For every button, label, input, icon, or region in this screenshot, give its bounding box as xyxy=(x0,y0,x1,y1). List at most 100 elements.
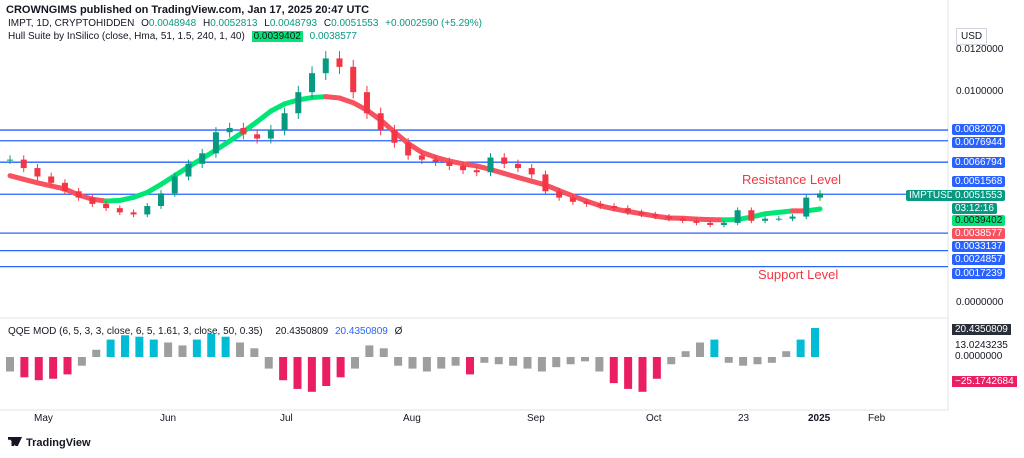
low-label: L xyxy=(264,18,270,29)
symbol-name[interactable]: IMPT, 1D, CRYPTOHIDDEN xyxy=(8,18,135,29)
qqe-bar xyxy=(279,357,288,381)
candle-body xyxy=(267,130,274,139)
candle-body xyxy=(185,163,192,177)
qqe-legend: QQE MOD (6, 5, 3, 3, close, 6, 5, 1.61, … xyxy=(8,326,402,337)
qqe-bar xyxy=(394,357,403,366)
symbol-legend: IMPT, 1D, CRYPTOHIDDEN O0.0048948 H0.005… xyxy=(8,18,486,29)
price-box: 0.0017239 xyxy=(952,268,1006,279)
candle-body xyxy=(103,203,110,209)
candle-body xyxy=(89,197,96,204)
tradingview-logo: TradingView xyxy=(8,437,91,449)
time-tick-label: Jul xyxy=(280,413,293,424)
candle-body xyxy=(597,203,604,207)
candle-body xyxy=(158,193,165,207)
qqe-bar xyxy=(811,328,819,357)
qqe-bar xyxy=(207,333,216,357)
tradingview-wordmark: TradingView xyxy=(26,437,91,449)
candle-body xyxy=(48,176,55,183)
close-value: 0.0051553 xyxy=(331,18,379,29)
qqe-bar xyxy=(192,339,201,357)
qqe-bar xyxy=(652,357,661,379)
qqe-bar xyxy=(595,357,604,372)
candle-body xyxy=(775,218,782,220)
candle-body xyxy=(20,159,27,169)
candle-body xyxy=(199,153,206,164)
qqe-bar xyxy=(106,339,115,357)
qqe-value-1: 20.4350809 xyxy=(275,326,329,337)
candle-body xyxy=(803,197,810,217)
qqe-bar xyxy=(250,348,259,357)
candle-body xyxy=(281,113,288,131)
qqe-bar xyxy=(322,357,331,386)
candle-body xyxy=(212,132,219,154)
time-tick-label: 23 xyxy=(738,413,750,424)
price-box: 0.0051568 xyxy=(952,176,1006,187)
price-box: 0.0039402 xyxy=(952,215,1006,226)
open-value: 0.0048948 xyxy=(148,18,197,29)
qqe-bar xyxy=(638,357,647,392)
hull-segment xyxy=(144,181,164,195)
candle-body xyxy=(116,208,123,213)
candle-body xyxy=(254,134,261,139)
qqe-bar xyxy=(509,357,518,366)
qqe-bar xyxy=(77,357,86,366)
qqe-tick-label: 13.0243235 xyxy=(955,340,1008,351)
qqe-bar xyxy=(437,357,446,369)
candle-body xyxy=(377,113,384,131)
qqe-bar xyxy=(336,357,345,378)
qqe-bar xyxy=(293,357,302,389)
qqe-bar xyxy=(767,357,776,363)
qqe-bar xyxy=(494,357,503,365)
candle-body xyxy=(295,92,302,114)
qqe-bar xyxy=(696,342,704,357)
price-box: 0.0082020 xyxy=(952,124,1006,135)
qqe-bar xyxy=(537,357,546,372)
qqe-bar xyxy=(351,357,359,369)
qqe-bar xyxy=(796,339,805,357)
candle-body xyxy=(240,128,247,135)
qqe-bar xyxy=(121,335,129,357)
qqe-bar xyxy=(135,336,144,357)
candle-body xyxy=(391,130,398,143)
candle-body xyxy=(583,201,590,204)
qqe-bar xyxy=(739,357,748,366)
qqe-bar xyxy=(164,342,173,357)
price-box: 0.0024857 xyxy=(952,254,1006,265)
price-box: 0.0038577 xyxy=(952,228,1006,239)
price-tick-label: 0.0120000 xyxy=(956,44,1004,55)
qqe-bar xyxy=(466,357,474,375)
qqe-bar xyxy=(624,357,633,389)
candle-body xyxy=(405,142,412,156)
candle-body xyxy=(226,128,233,133)
candle-body xyxy=(762,218,769,221)
open-label: O xyxy=(141,18,149,29)
qqe-bar xyxy=(681,351,690,357)
qqe-bar xyxy=(34,357,43,381)
qqe-name[interactable]: QQE MOD (6, 5, 3, 3, close, 6, 5, 1.61, … xyxy=(8,326,263,337)
candle-body xyxy=(309,73,316,93)
qqe-bar xyxy=(92,349,101,357)
qqe-bar xyxy=(422,357,431,372)
price-box: IMPTUSD xyxy=(906,190,957,201)
candle-body xyxy=(7,159,13,161)
candle-body xyxy=(707,222,714,225)
candle-body xyxy=(460,165,467,171)
indicator-name[interactable]: Hull Suite by InSilico (close, Hma, 51, … xyxy=(8,31,245,42)
qqe-bar xyxy=(710,339,719,357)
qqe-bar xyxy=(408,357,417,369)
time-tick-label: Sep xyxy=(527,413,545,424)
qqe-tick-label: 0.0000000 xyxy=(955,351,1003,362)
qqe-bar xyxy=(523,357,532,369)
qqe-bar xyxy=(480,357,489,363)
price-box: 0.0033137 xyxy=(952,241,1006,252)
currency-selector[interactable]: USD xyxy=(956,28,988,45)
candle-body xyxy=(34,168,41,177)
qqe-bar xyxy=(782,351,791,357)
qqe-tick-label: −25.1742684 xyxy=(952,376,1017,387)
candle-body xyxy=(748,210,755,221)
candle-body xyxy=(542,174,549,192)
candle-body xyxy=(556,191,563,198)
candle-body xyxy=(693,220,700,223)
qqe-bar xyxy=(264,357,273,369)
